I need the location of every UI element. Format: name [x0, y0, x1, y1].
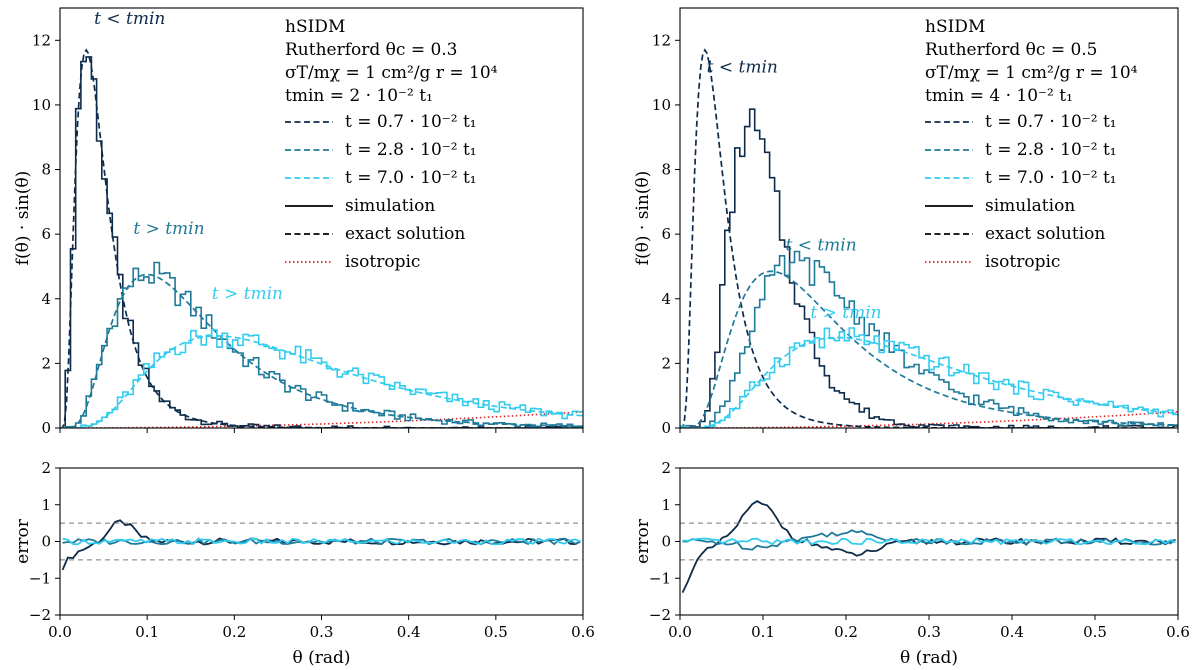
err-y-tick-label: −2 — [29, 606, 51, 624]
err-y-tick-label: −1 — [649, 569, 671, 587]
y-tick-label: 10 — [32, 96, 51, 114]
legend-entry: t = 7.0 · 10⁻² t₁ — [345, 168, 477, 188]
x-tick-label: 0.0 — [668, 623, 692, 641]
legend-title-line: tmin = 2 · 10⁻² t₁ — [285, 86, 433, 106]
isotropic-line — [60, 411, 583, 428]
y-tick-label: 6 — [41, 225, 51, 243]
err-y-tick-label: 1 — [41, 496, 51, 514]
legend: hSIDM Rutherford θc = 0.3 σT/mχ = 1 cm²/g … — [285, 17, 498, 272]
annotation-label: t < tmin — [785, 235, 856, 255]
y-tick-label: 4 — [41, 290, 51, 308]
exact-solution-curve-1 — [680, 270, 1178, 428]
y-tick-label: 10 — [652, 96, 671, 114]
err-y-tick-label: 0 — [661, 533, 671, 551]
error-line-2 — [62, 537, 581, 546]
legend-entry: isotropic — [345, 252, 420, 272]
exact-solution-curve-1 — [60, 273, 583, 428]
legend-entry: simulation — [985, 196, 1075, 216]
simulation-histogram-2 — [60, 329, 583, 428]
y-tick-label: 8 — [661, 161, 671, 179]
y-tick-label: 2 — [661, 354, 671, 372]
x-tick-label: 0.1 — [751, 623, 775, 641]
legend-title-line: hSIDM — [925, 17, 985, 37]
legend-entry: simulation — [345, 196, 435, 216]
y-tick-label: 6 — [661, 225, 671, 243]
x-axis-label: θ (rad) — [292, 648, 350, 668]
annotation-label: t < tmin — [94, 9, 165, 29]
err-y-tick-label: 0 — [41, 533, 51, 551]
y-tick-label: 8 — [41, 161, 51, 179]
simulation-histogram-0 — [60, 56, 583, 428]
err-y-tick-label: 1 — [661, 496, 671, 514]
y-tick-label: 2 — [41, 354, 51, 372]
legend-entry: isotropic — [985, 252, 1060, 272]
legend-entry: t = 0.7 · 10⁻² t₁ — [985, 112, 1117, 132]
error-line-1 — [682, 529, 1177, 551]
legend-entry: t = 2.8 · 10⁻² t₁ — [345, 140, 477, 160]
legend-entry: exact solution — [345, 224, 465, 244]
main-plot-area — [680, 48, 1178, 428]
error-plot-area — [681, 500, 1177, 593]
error-line-2 — [682, 537, 1176, 546]
exact-solution-curve-0 — [60, 48, 583, 428]
legend-title-line: tmin = 4 · 10⁻² t₁ — [925, 86, 1073, 106]
err-y-tick-label: −2 — [649, 606, 671, 624]
legend-title-line: σT/mχ = 1 cm²/g r = 10⁴ — [925, 63, 1138, 83]
exact-solution-curve-2 — [680, 336, 1178, 428]
x-tick-label: 0.3 — [310, 623, 334, 641]
simulation-histogram-0 — [680, 108, 1178, 428]
exact-solution-curve-0 — [680, 48, 1178, 428]
simulation-histogram-1 — [680, 250, 1178, 428]
x-tick-label: 0.6 — [1166, 623, 1190, 641]
error-axis-label: error — [13, 518, 33, 564]
x-tick-label: 0.2 — [222, 623, 246, 641]
simulation-histogram-2 — [680, 327, 1178, 428]
y-tick-label: 0 — [41, 419, 51, 437]
legend-title-line: hSIDM — [285, 17, 345, 37]
x-tick-label: 0.4 — [397, 623, 421, 641]
y-tick-label: 12 — [652, 31, 671, 49]
error-line-0 — [61, 519, 581, 571]
legend-title-line: Rutherford θc = 0.3 — [285, 40, 458, 60]
x-axis-label: θ (rad) — [900, 648, 958, 668]
legend-entry: t = 0.7 · 10⁻² t₁ — [345, 112, 477, 132]
annotation-label: t < tmin — [707, 58, 778, 78]
legend-entry: t = 7.0 · 10⁻² t₁ — [985, 168, 1117, 188]
x-tick-label: 0.0 — [48, 623, 72, 641]
legend-title-line: σT/mχ = 1 cm²/g r = 10⁴ — [285, 63, 498, 83]
annotation-label: t > tmin — [133, 219, 204, 239]
x-tick-label: 0.1 — [135, 623, 159, 641]
legend-title-line: Rutherford θc = 0.5 — [925, 40, 1098, 60]
err-y-tick-label: −1 — [29, 569, 51, 587]
err-y-tick-label: 2 — [661, 459, 671, 477]
x-tick-label: 0.3 — [917, 623, 941, 641]
y-tick-label: 0 — [661, 419, 671, 437]
error-axis-label: error — [633, 518, 653, 564]
x-tick-label: 0.5 — [1083, 623, 1107, 641]
x-tick-label: 0.5 — [484, 623, 508, 641]
err-y-tick-label: 2 — [41, 459, 51, 477]
legend-entry: exact solution — [985, 224, 1105, 244]
y-tick-label: 4 — [661, 290, 671, 308]
x-tick-label: 0.2 — [834, 623, 858, 641]
annotation-label: t > tmin — [212, 284, 283, 304]
y-axis-label: f(θ) · sin(θ) — [13, 171, 33, 266]
legend-entry: t = 2.8 · 10⁻² t₁ — [985, 140, 1117, 160]
y-tick-label: 12 — [32, 31, 51, 49]
x-tick-label: 0.4 — [1000, 623, 1024, 641]
exact-solution-curve-2 — [60, 335, 583, 428]
legend: hSIDM Rutherford θc = 0.5 σT/mχ = 1 cm²/g … — [925, 17, 1138, 272]
error-plot-area — [61, 519, 581, 571]
annotation-label: t > tmin — [810, 303, 881, 323]
x-tick-label: 0.6 — [571, 623, 595, 641]
main-plot-area — [60, 48, 583, 428]
y-axis-label: f(θ) · sin(θ) — [633, 171, 653, 266]
